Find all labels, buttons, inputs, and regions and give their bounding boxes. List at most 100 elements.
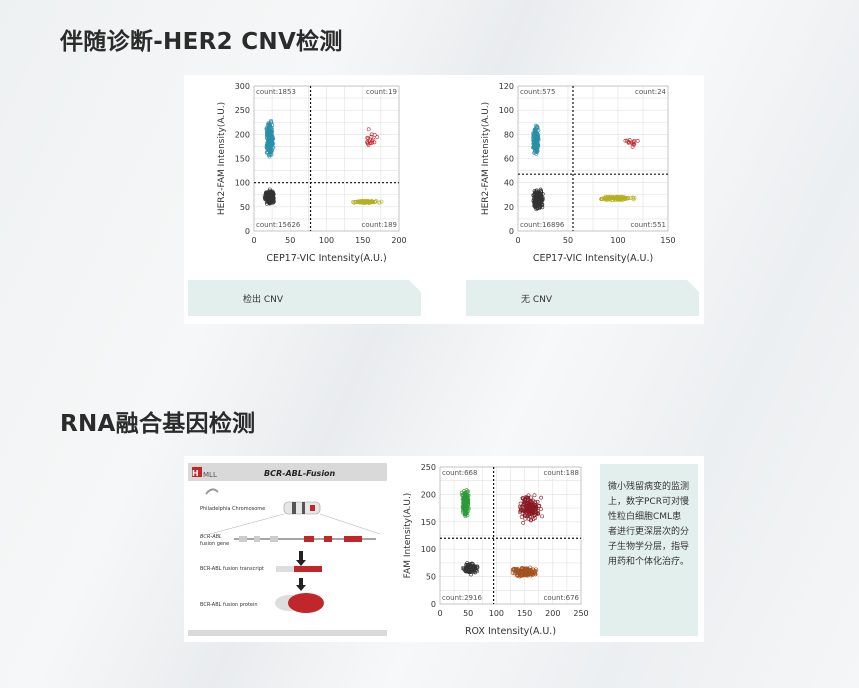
data-point bbox=[265, 150, 270, 154]
data-point bbox=[532, 200, 536, 205]
data-point bbox=[464, 569, 469, 574]
data-point bbox=[266, 132, 270, 137]
x-tick-label: 250 bbox=[573, 609, 588, 618]
y-tick-label: 100 bbox=[235, 179, 250, 188]
y-axis-label: FAM Intensity(A.U.) bbox=[403, 493, 413, 579]
data-point bbox=[531, 567, 535, 572]
data-point bbox=[262, 194, 267, 198]
data-point bbox=[464, 495, 469, 500]
data-point bbox=[534, 193, 539, 198]
data-point bbox=[267, 187, 272, 192]
data-point bbox=[263, 190, 268, 195]
data-point bbox=[267, 131, 271, 136]
y-tick-label: 250 bbox=[421, 463, 436, 472]
count-label: count:15626 bbox=[256, 221, 301, 229]
data-point bbox=[512, 571, 517, 576]
mll-logo-icon bbox=[192, 467, 202, 477]
data-point bbox=[526, 498, 531, 503]
data-point bbox=[365, 141, 370, 146]
data-point bbox=[631, 195, 635, 200]
data-point bbox=[599, 196, 604, 201]
data-point bbox=[369, 132, 374, 137]
data-point bbox=[540, 514, 544, 519]
data-point bbox=[535, 126, 540, 130]
data-point bbox=[535, 196, 539, 200]
data-point bbox=[625, 138, 629, 143]
data-point bbox=[536, 508, 540, 513]
data-point bbox=[539, 195, 544, 200]
data-point bbox=[535, 499, 540, 504]
data-point bbox=[532, 128, 537, 133]
data-point bbox=[270, 141, 275, 146]
data-point bbox=[269, 152, 274, 157]
data-point bbox=[537, 201, 542, 206]
fusion-title: BCR-ABL-Fusion bbox=[264, 469, 336, 478]
data-point bbox=[536, 504, 541, 508]
plot3-svg: 250 200 150 100 50 00 50 100 150 200 250 FAM Intens… bbox=[403, 463, 589, 637]
data-point bbox=[525, 508, 529, 513]
data-point bbox=[528, 518, 533, 523]
data-point bbox=[270, 148, 275, 153]
y-tick-label: 50 bbox=[240, 203, 250, 212]
data-point bbox=[513, 567, 518, 571]
transcript-label: BCR-ABL fusion transcript bbox=[200, 566, 264, 572]
data-point bbox=[268, 135, 273, 140]
data-point bbox=[515, 570, 520, 575]
data-point bbox=[535, 148, 540, 153]
data-point bbox=[269, 119, 273, 123]
data-point bbox=[521, 520, 526, 525]
data-point bbox=[521, 496, 526, 501]
data-point bbox=[615, 196, 620, 201]
data-point bbox=[363, 200, 368, 205]
x-tick-label: 150 bbox=[660, 236, 675, 245]
count-label: count:551 bbox=[631, 221, 666, 229]
data-point bbox=[271, 199, 276, 204]
note-no-cnv-text: 无 CNV bbox=[521, 295, 553, 305]
data-point bbox=[379, 199, 384, 204]
y-axis-label: HER2-FAM Intensity(A.U.) bbox=[481, 102, 491, 215]
data-point bbox=[533, 129, 538, 134]
x-tick-label: 0 bbox=[437, 609, 442, 618]
x-axis-label: CEP17-VIC Intensity(A.U.) bbox=[266, 253, 386, 264]
y-tick-label: 0 bbox=[245, 227, 250, 236]
count-label: count:24 bbox=[635, 88, 667, 96]
data-point bbox=[523, 500, 527, 505]
data-point bbox=[268, 148, 273, 152]
protein-label: BCR-ABL fusion protein bbox=[200, 602, 258, 608]
y-tick-label: 150 bbox=[235, 155, 250, 164]
note-cnv-detected-text: 检出 CNV bbox=[243, 295, 284, 305]
data-point bbox=[524, 514, 529, 519]
data-point bbox=[469, 568, 474, 573]
data-point bbox=[466, 489, 470, 494]
data-point bbox=[371, 137, 376, 142]
data-point bbox=[464, 497, 469, 502]
data-point bbox=[266, 124, 271, 129]
count-label: count:19 bbox=[366, 88, 397, 96]
data-point bbox=[635, 139, 640, 143]
data-point bbox=[353, 200, 358, 205]
data-point bbox=[270, 134, 275, 139]
y-tick-label: 0 bbox=[431, 600, 436, 609]
data-point bbox=[532, 140, 536, 145]
data-point bbox=[630, 141, 634, 146]
data-point bbox=[365, 135, 370, 140]
data-point bbox=[466, 565, 471, 570]
data-point bbox=[526, 569, 530, 574]
y-tick-label: 40 bbox=[504, 179, 514, 188]
y-tick-label: 300 bbox=[235, 82, 250, 91]
data-point bbox=[607, 196, 612, 201]
svg-text:H: H bbox=[192, 469, 199, 478]
data-point bbox=[527, 502, 531, 507]
x-tick-label: 0 bbox=[251, 236, 256, 245]
x-tick-label: 50 bbox=[463, 609, 473, 618]
data-point bbox=[523, 516, 528, 521]
data-point bbox=[519, 515, 524, 519]
data-point bbox=[526, 498, 531, 502]
data-point bbox=[532, 493, 537, 498]
data-point bbox=[534, 505, 539, 510]
data-point bbox=[603, 197, 608, 202]
logo-text: MLL bbox=[203, 471, 217, 479]
data-point bbox=[475, 564, 480, 569]
data-point bbox=[535, 150, 540, 155]
